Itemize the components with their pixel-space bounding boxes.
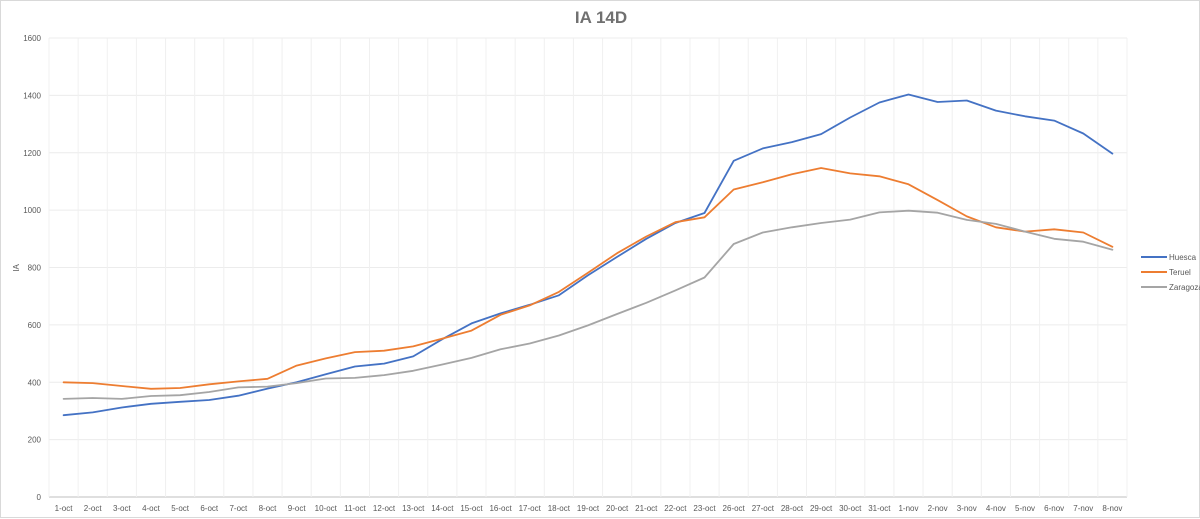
x-tick-label: 8-nov [1102,504,1122,513]
x-tick-label: 28-oct [781,504,804,513]
y-axis-ticks: 0 200 400 600 800 1000 1200 1400 1600 [23,34,41,502]
x-tick-label: 15-oct [460,504,483,513]
x-tick-label: 7-oct [229,504,248,513]
x-tick-label: 6-nov [1044,504,1064,513]
y-tick-label: 400 [28,378,42,387]
x-tick-label: 17-oct [519,504,542,513]
x-tick-label: 30-oct [839,504,862,513]
series-lines [62,93,1114,417]
x-tick-label: 1-nov [898,504,918,513]
x-tick-label: 3-nov [957,504,977,513]
x-tick-label: 8-oct [259,504,278,513]
series-line-teruel [62,167,1114,390]
x-tick-label: 2-oct [84,504,103,513]
x-tick-label: 4-oct [142,504,161,513]
x-tick-label: 20-oct [606,504,629,513]
series-line-zaragoza [62,209,1114,400]
x-tick-label: 19-oct [577,504,600,513]
legend-label-huesca: Huesca [1169,253,1197,262]
x-tick-label: 4-nov [986,504,1006,513]
x-tick-label: 5-nov [1015,504,1035,513]
y-tick-label: 0 [37,493,42,502]
x-tick-label: 26-oct [723,504,746,513]
x-tick-label: 14-oct [431,504,454,513]
x-tick-label: 7-nov [1073,504,1093,513]
legend: Huesca Teruel Zaragoza [1141,253,1200,292]
y-tick-label: 1600 [23,34,41,43]
x-tick-label: 27-oct [752,504,775,513]
x-tick-label: 12-oct [373,504,396,513]
y-tick-label: 1400 [23,91,41,100]
x-tick-label: 2-nov [928,504,948,513]
x-tick-label: 10-oct [315,504,338,513]
series-line-huesca [62,93,1114,417]
x-tick-label: 6-oct [200,504,219,513]
x-tick-label: 29-oct [810,504,833,513]
x-tick-label: 18-oct [548,504,571,513]
y-tick-label: 1000 [23,206,41,215]
x-tick-label: 3-oct [113,504,132,513]
x-tick-label: 9-oct [288,504,307,513]
y-tick-label: 1200 [23,149,41,158]
chart-title: IA 14D [575,8,627,27]
y-tick-label: 200 [28,436,42,445]
x-tick-label: 16-oct [489,504,512,513]
gridlines [48,37,1128,498]
x-tick-label: 23-oct [693,504,716,513]
legend-label-teruel: Teruel [1169,268,1191,277]
x-tick-label: 1-oct [55,504,74,513]
x-tick-label: 11-oct [344,504,366,513]
legend-label-zaragoza: Zaragoza [1169,283,1200,292]
y-tick-label: 800 [28,264,42,273]
x-axis-ticks: 1-oct 2-oct 3-oct 4-oct 5-oct 6-oct 7-oct 8-oct… [55,504,1123,513]
y-tick-label: 600 [28,321,42,330]
x-tick-label: 13-oct [402,504,425,513]
x-tick-label: 5-oct [171,504,190,513]
x-tick-label: 22-oct [664,504,687,513]
y-axis-label: IA [12,264,21,272]
x-tick-label: 31-oct [868,504,891,513]
x-tick-label: 21-oct [635,504,658,513]
